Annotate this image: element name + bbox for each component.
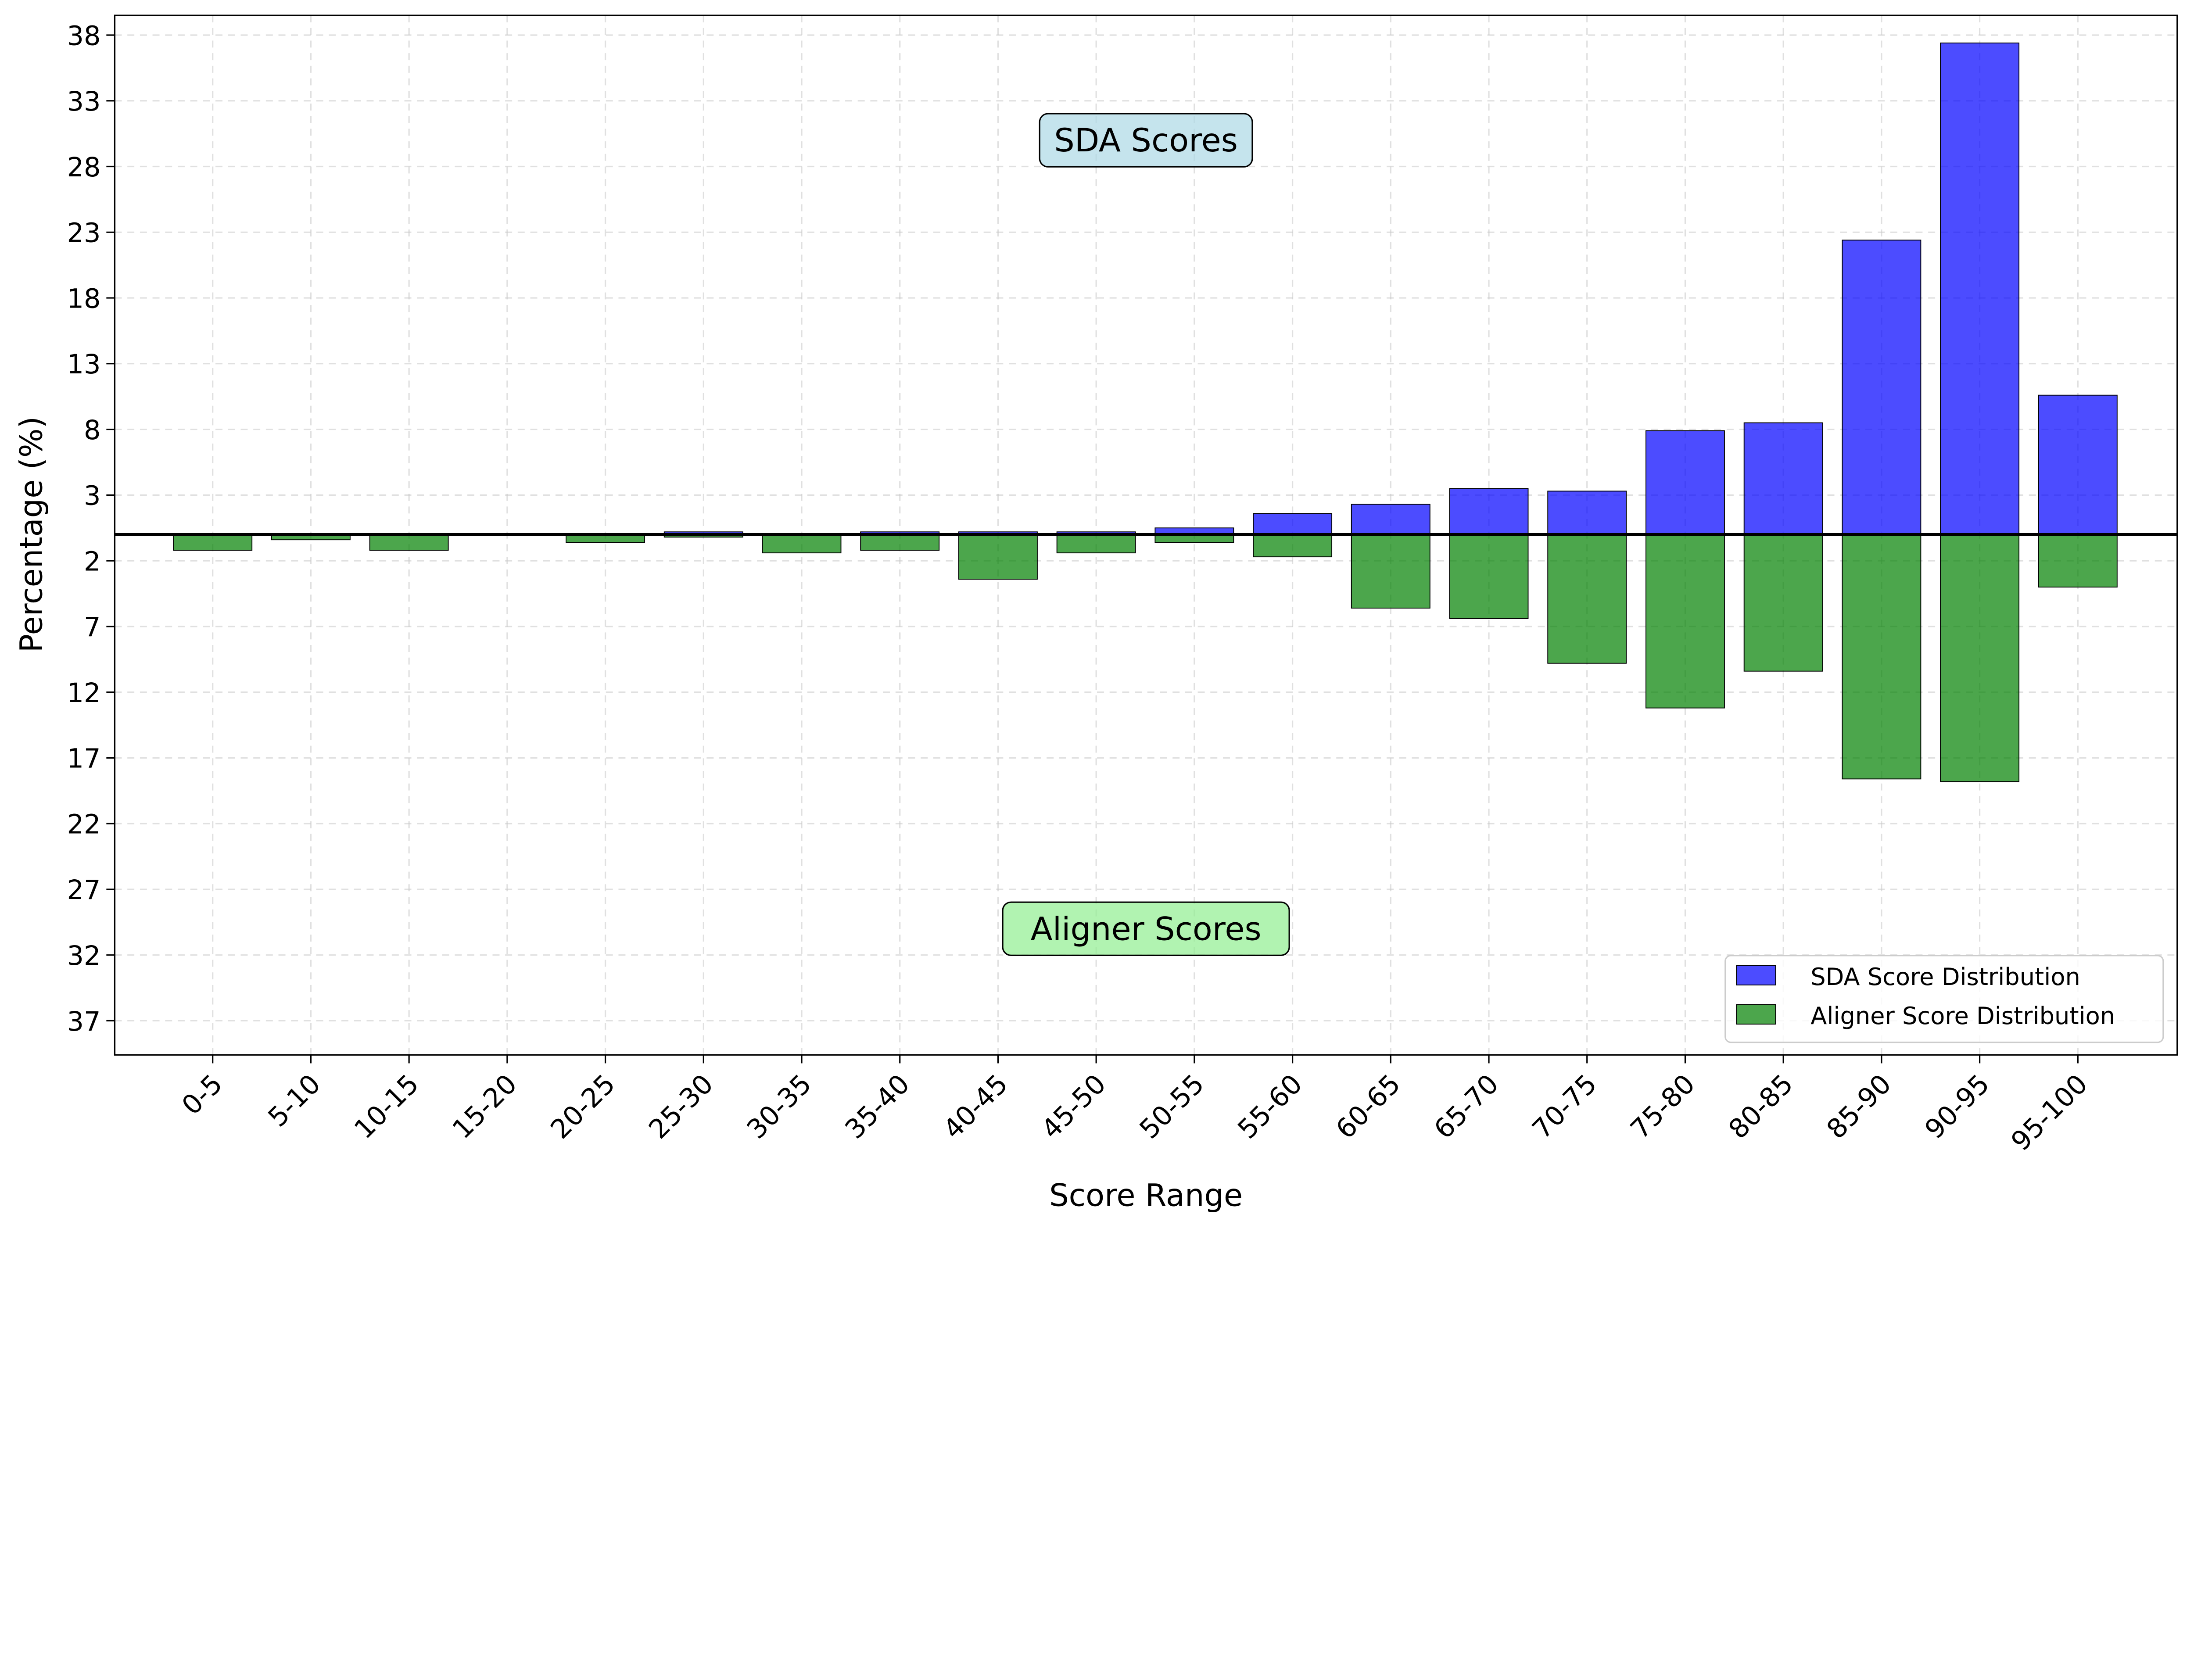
plot-frame <box>114 14 2178 1056</box>
x-tick-label: 35-40 <box>839 1069 916 1145</box>
legend-swatch <box>1736 965 1776 985</box>
bar-aligner <box>762 534 842 554</box>
y-tick-label: 33 <box>67 86 101 117</box>
bar-aligner <box>1253 534 1333 558</box>
y-tick-label: 18 <box>67 283 101 314</box>
x-tick-label: 5-10 <box>262 1069 327 1133</box>
y-tick-label: 3 <box>84 481 101 512</box>
bar-aligner <box>173 534 253 551</box>
y-tick-label: 13 <box>67 349 101 380</box>
y-tick-label: 28 <box>67 152 101 183</box>
legend-box <box>1724 955 2164 1043</box>
bar-aligner <box>958 534 1038 580</box>
bar-aligner <box>1940 534 2020 782</box>
bar-aligner <box>1743 534 1823 672</box>
y-tick-label: 27 <box>67 875 101 906</box>
annotation-box <box>1002 901 1290 956</box>
y-tick-label: 2 <box>84 546 101 577</box>
x-tick-label: 45-50 <box>1036 1069 1112 1145</box>
x-tick-label: 15-20 <box>447 1069 523 1145</box>
y-tick-label: 23 <box>67 218 101 249</box>
legend: SDA Score Distribution Aligner Score Dist… <box>1724 955 2164 1043</box>
bar-aligner <box>1449 534 1529 619</box>
bar-aligner <box>1842 534 1922 780</box>
bar-aligner <box>1351 534 1430 609</box>
bar-aligner <box>2038 534 2118 587</box>
x-tick-label: 95-100 <box>2005 1069 2094 1157</box>
y-tick-label: 22 <box>67 809 101 840</box>
y-tick-label: 38 <box>67 21 101 51</box>
legend-swatch <box>1736 1004 1776 1025</box>
x-tick-label: 60-65 <box>1330 1069 1406 1145</box>
bar-sda <box>2038 394 2118 535</box>
bar-sda <box>1351 504 1430 535</box>
x-tick-label: 90-95 <box>1919 1069 1996 1145</box>
x-tick-label: 20-25 <box>545 1069 621 1145</box>
y-tick-label: 17 <box>67 744 101 774</box>
y-tick-label: 8 <box>84 415 101 446</box>
legend-label: SDA Score Distribution <box>1810 963 2080 991</box>
x-tick-label: 70-75 <box>1527 1069 1603 1145</box>
y-tick-label: 32 <box>67 941 101 971</box>
x-tick-label: 80-85 <box>1723 1069 1799 1145</box>
x-tick-label: 30-35 <box>741 1069 817 1145</box>
y-tick-label: 37 <box>67 1007 101 1037</box>
x-tick-label: 25-30 <box>643 1069 719 1145</box>
bar-aligner <box>860 534 940 551</box>
y-tick-label: 12 <box>67 678 101 709</box>
y-axis-label: Percentage (%) <box>14 416 50 652</box>
x-tick-label: 75-80 <box>1625 1069 1701 1145</box>
y-tick-label: 7 <box>84 612 101 643</box>
annotation-box <box>1039 113 1253 168</box>
bar-sda <box>1842 240 1922 535</box>
bar-sda <box>1940 43 2020 535</box>
x-tick-label: 40-45 <box>938 1069 1014 1145</box>
legend-label: Aligner Score Distribution <box>1810 1002 2115 1030</box>
bar-sda <box>1646 430 1725 535</box>
bar-aligner <box>1646 534 1725 709</box>
bar-sda <box>1253 513 1333 535</box>
x-tick-label: 0-5 <box>176 1069 228 1121</box>
annotation-text: SDA Scores <box>1054 122 1238 159</box>
x-ticks: 0-5 5-10 10-15 15-20 20-25 25-30 30-35 35-40 40-… <box>176 1055 2094 1157</box>
bar-aligner <box>1056 534 1136 554</box>
bar-sda <box>1547 491 1627 535</box>
bar-sda <box>1743 422 1823 535</box>
x-tick-label: 50-55 <box>1134 1069 1210 1145</box>
annotation-text: Aligner Scores <box>1031 910 1262 948</box>
x-tick-label: 65-70 <box>1428 1069 1505 1145</box>
bars <box>173 43 2118 782</box>
x-axis-label: Score Range <box>1049 1178 1243 1214</box>
x-tick-label: 85-90 <box>1821 1069 1897 1145</box>
bar-sda <box>1449 488 1529 535</box>
annotations: SDA Scores Aligner Scores <box>1002 113 1290 956</box>
bar-aligner <box>1547 534 1627 664</box>
bar-aligner <box>369 534 449 551</box>
x-tick-label: 10-15 <box>348 1069 425 1145</box>
x-tick-label: 55-60 <box>1232 1069 1309 1145</box>
